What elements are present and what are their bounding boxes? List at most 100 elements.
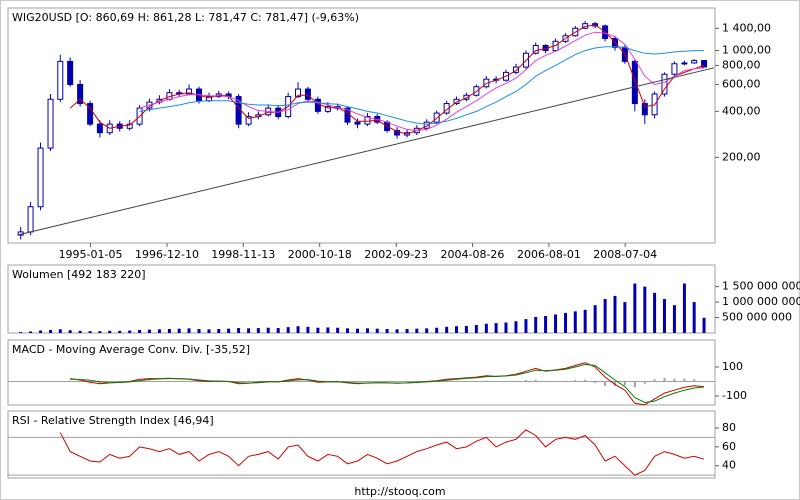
histogram-bar	[594, 381, 597, 383]
histogram-bar	[356, 381, 359, 383]
volume-bar	[78, 330, 82, 333]
volume-bar	[29, 331, 33, 333]
volume-bar	[147, 329, 151, 333]
candle-body	[641, 103, 648, 116]
y-tick-label: 500 000 000	[722, 311, 792, 324]
panel-title: RSI - Relative Strength Index [46,94]	[12, 414, 214, 427]
volume-bar	[128, 330, 132, 333]
volume-bar	[256, 328, 260, 333]
volume-bar	[355, 328, 359, 333]
candle-body	[87, 103, 94, 125]
volume-bar	[98, 331, 102, 333]
volume-bar	[593, 305, 597, 333]
panel	[7, 7, 716, 244]
histogram-bar	[623, 381, 626, 386]
volume-bar	[494, 323, 498, 333]
histogram-bar	[237, 381, 240, 383]
volume-bar	[662, 299, 666, 333]
volume-bar	[405, 328, 409, 333]
histogram-bar	[514, 380, 517, 382]
x-tick-label: 2002-09-23	[364, 248, 428, 261]
volume-bar	[326, 327, 330, 333]
panel-title: WIG20USD [O: 860,69 H: 861,28 L: 781,47 …	[12, 11, 359, 24]
histogram-bar	[475, 380, 478, 382]
volume-bar	[395, 329, 399, 333]
volume-bar	[554, 314, 558, 333]
candle-body	[661, 73, 668, 95]
y-tick-label: 1 400,00	[722, 21, 771, 34]
volume-bar	[603, 299, 607, 333]
y-tick-label: 800,00	[722, 58, 761, 71]
volume-bar	[504, 322, 508, 333]
candle-body	[57, 60, 64, 100]
y-tick-label: 200,00	[722, 150, 761, 163]
panel-title: MACD - Moving Average Conv. Div. [-35,52…	[12, 343, 250, 356]
volume-bar	[643, 286, 647, 333]
histogram-bar	[534, 379, 537, 382]
histogram-bar	[693, 379, 696, 382]
candle-body	[304, 88, 311, 100]
volume-bar	[286, 327, 290, 333]
y-tick-label: 1 500 000 000	[722, 280, 800, 293]
x-tick-label: 1998-11-13	[211, 248, 275, 261]
volume-bar	[474, 324, 478, 333]
y-tick-label: -100	[722, 389, 747, 402]
x-tick-label: 1995-01-05	[59, 248, 123, 261]
histogram-bar	[584, 379, 587, 382]
volume-bar	[227, 328, 231, 333]
volume-bar	[534, 316, 538, 333]
y-tick-label: 60	[722, 440, 736, 453]
volume-bar	[365, 328, 369, 333]
histogram-bar	[346, 381, 349, 383]
candle-body	[67, 60, 74, 85]
histogram-bar	[653, 379, 656, 382]
x-tick-label: 2000-10-18	[288, 248, 352, 261]
candle-body	[394, 129, 401, 136]
indicator-line	[70, 363, 705, 404]
moving-average	[139, 46, 704, 125]
panel-title: Wolumen [492 183 220]	[12, 268, 146, 281]
panel	[7, 339, 716, 406]
volume-bar	[157, 329, 161, 333]
volume-bar	[464, 325, 468, 333]
volume-bar	[544, 316, 548, 333]
y-tick-label: 80	[722, 421, 736, 434]
histogram-bar	[613, 381, 616, 386]
volume-bar	[682, 283, 686, 333]
x-tick-label: 2006-08-01	[517, 248, 581, 261]
volume-bar	[306, 326, 310, 333]
histogram-bar	[69, 380, 72, 382]
volume-bar	[138, 329, 142, 333]
candle-body	[37, 147, 44, 208]
histogram-bar	[198, 381, 201, 383]
candle-body	[532, 44, 539, 54]
volume-bar	[514, 321, 518, 333]
panel	[7, 410, 716, 479]
volume-bar	[177, 328, 181, 333]
volume-bar	[197, 328, 201, 333]
candle-body	[681, 62, 688, 65]
footer: http://stooq.com	[354, 485, 445, 498]
volume-bar	[68, 330, 72, 333]
volume-bar	[336, 327, 340, 333]
candle-body	[671, 63, 678, 75]
volume-bar	[484, 323, 488, 333]
candle-body	[631, 60, 638, 105]
volume-bar	[247, 328, 251, 333]
histogram-bar	[604, 381, 607, 386]
histogram-bar	[574, 380, 577, 382]
histogram-bar	[98, 381, 101, 384]
volume-bar	[167, 328, 171, 333]
volume-bar	[346, 328, 350, 333]
volume-bar	[316, 327, 320, 333]
volume-bar	[524, 319, 528, 333]
candle-body	[295, 88, 302, 98]
volume-bar	[276, 328, 280, 333]
histogram-bar	[148, 380, 151, 382]
volume-bar	[237, 328, 241, 333]
volume-bar	[296, 326, 300, 333]
histogram-bar	[564, 380, 567, 382]
candle-body	[126, 123, 133, 129]
moving-average	[139, 31, 705, 132]
